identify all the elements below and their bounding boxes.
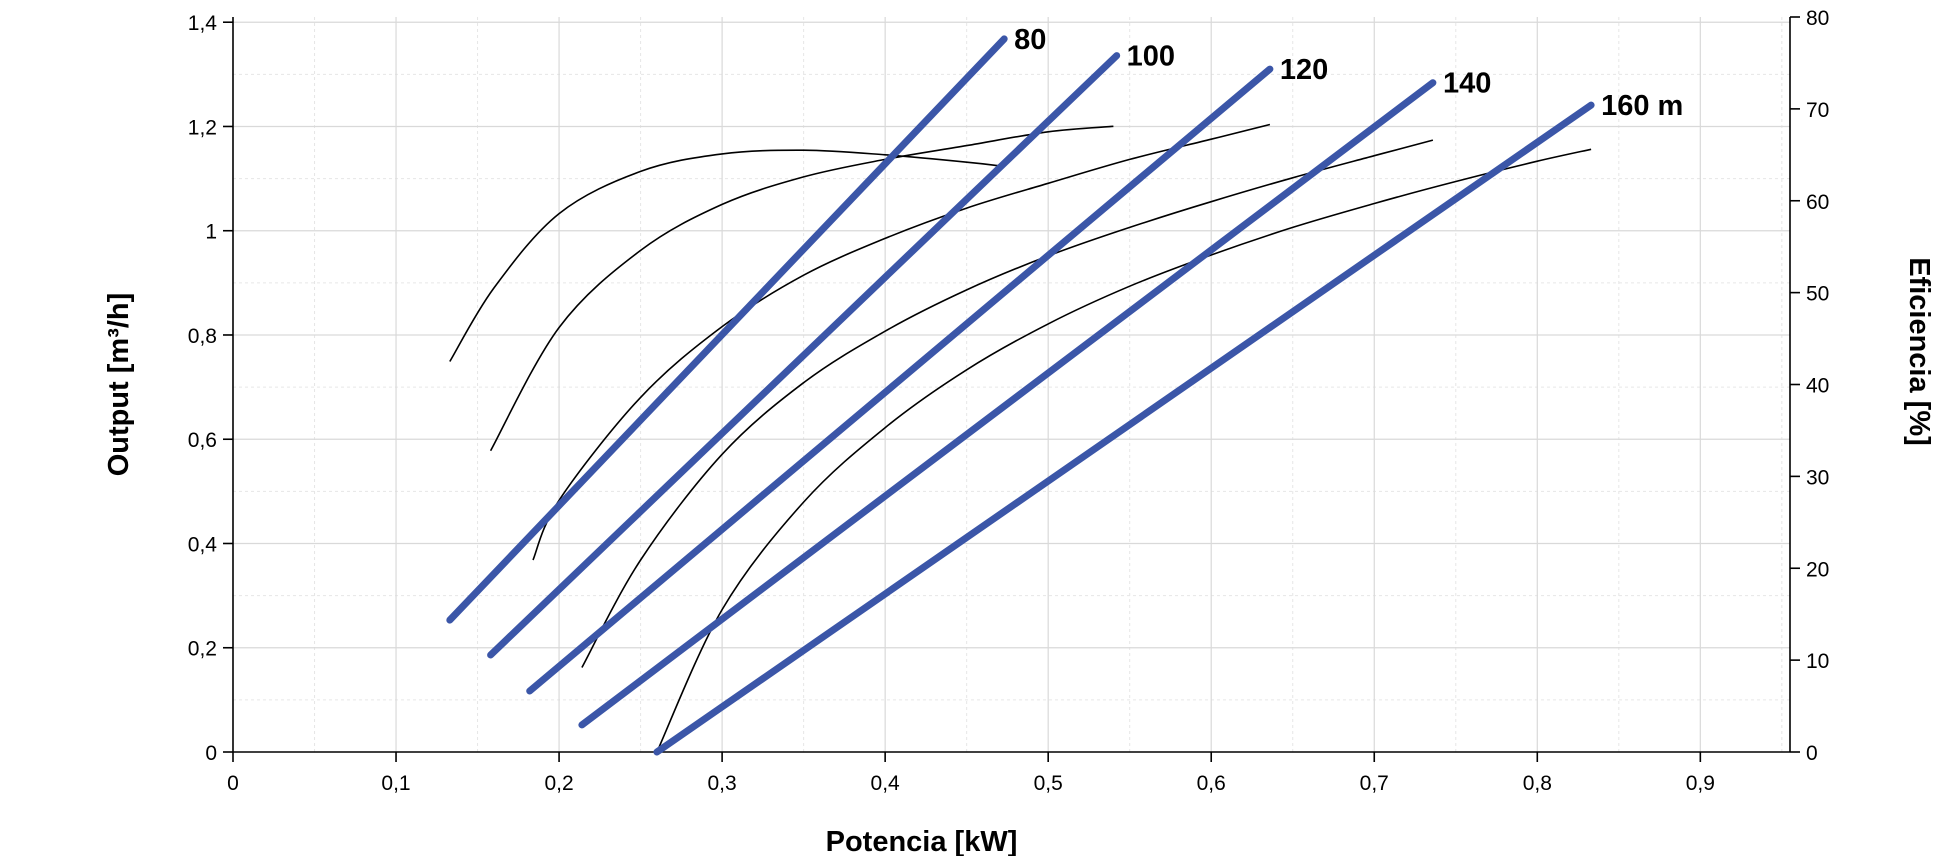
- y-axis-title: Output [m³/h]: [103, 293, 135, 477]
- axes: 0 0,1 0,2 0,3 0,4 0,5 0,6 0,7 0,8 0,9 0 0,2 0,4 0,6 0,…: [188, 7, 1830, 795]
- x-tick-label: 0: [227, 772, 239, 795]
- y-tick-label: 0: [205, 742, 217, 765]
- y-tick-label: 1,4: [188, 12, 218, 35]
- y2-tick-label: 70: [1806, 99, 1829, 122]
- output-line-100: [487, 52, 1121, 659]
- grid: [233, 17, 1790, 752]
- y2-tick-label: 40: [1806, 375, 1829, 398]
- x-tick-label: 0,7: [1360, 772, 1389, 795]
- efficiency-curve-5: [656, 148, 1592, 753]
- x-tick-label: 0,6: [1197, 772, 1226, 795]
- x-tick-label: 0,5: [1034, 772, 1063, 795]
- x-tick-label: 0,8: [1523, 772, 1552, 795]
- y2-axis-title: Eficiencia [%]: [1903, 257, 1935, 446]
- y-tick-label: 1,2: [188, 116, 217, 139]
- labels: 80 100 120 140 160 m: [1014, 24, 1683, 122]
- x-tick-label: 0,3: [708, 772, 737, 795]
- x-tick-label: 0,4: [871, 772, 901, 795]
- output-line-120: [526, 65, 1274, 695]
- y-tick-label: 0,6: [188, 429, 217, 452]
- series-label: 160 m: [1601, 90, 1683, 122]
- efficiency-curve-3: [532, 123, 1271, 561]
- y2-tick-label: 20: [1806, 558, 1829, 581]
- y-tick-label: 0,2: [188, 638, 217, 661]
- x-axis-title: Potencia [kW]: [826, 826, 1018, 856]
- y2-tick-label: 60: [1806, 191, 1829, 214]
- y2-tick-label: 10: [1806, 650, 1829, 673]
- x-tick-label: 0,9: [1686, 772, 1715, 795]
- y2-tick-label: 0: [1806, 742, 1818, 765]
- output-line-160-m: [653, 101, 1595, 756]
- series-label: 80: [1014, 24, 1046, 56]
- y-tick-label: 1: [205, 221, 217, 244]
- output-line-140: [578, 79, 1437, 729]
- series-label: 120: [1280, 54, 1328, 86]
- efficiency-curve-4: [581, 139, 1434, 668]
- efficiency-curve-2: [489, 125, 1114, 452]
- y2-tick-label: 80: [1806, 7, 1829, 30]
- x-tick-label: 0,2: [544, 772, 573, 795]
- y-tick-label: 0,4: [188, 533, 218, 556]
- y2-tick-label: 30: [1806, 466, 1829, 489]
- x-tick-label: 0,1: [381, 772, 410, 795]
- y-tick-label: 0,8: [188, 325, 217, 348]
- efficiency-curve-1: [449, 149, 1000, 362]
- efficiency-curves: [449, 123, 1592, 753]
- series-label: 140: [1443, 68, 1491, 100]
- y2-tick-label: 50: [1806, 283, 1829, 306]
- series-label: 100: [1127, 41, 1175, 73]
- output-line-80: [446, 35, 1008, 624]
- output-lines: [446, 35, 1595, 756]
